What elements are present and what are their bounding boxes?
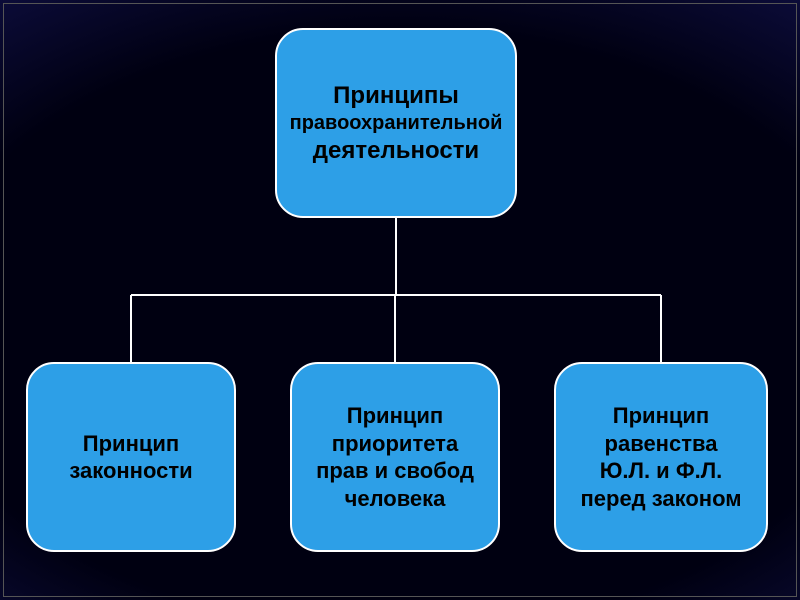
node-child3-line-0: Принцип [613, 402, 709, 430]
node-child2-line-3: человека [345, 485, 446, 513]
node-root-line-1: правоохранительной [290, 111, 503, 136]
node-child3: ПринциправенстваЮ.Л. и Ф.Л.перед законом [554, 362, 768, 552]
node-child2-line-0: Принцип [347, 402, 443, 430]
node-root-line-2: деятельности [313, 136, 479, 166]
node-child3-line-2: Ю.Л. и Ф.Л. [600, 457, 723, 485]
node-child3-line-1: равенства [605, 430, 718, 458]
node-root: Принципыправоохранительнойдеятельности [275, 28, 517, 218]
node-child1-line-0: Принцип [83, 430, 179, 458]
node-child1-line-1: законности [69, 457, 192, 485]
node-root-line-0: Принципы [333, 81, 459, 111]
node-child3-line-3: перед законом [580, 485, 741, 513]
node-child1: Принципзаконности [26, 362, 236, 552]
node-child2: Принципприоритетаправ и свободчеловека [290, 362, 500, 552]
node-child2-line-2: прав и свобод [316, 457, 474, 485]
node-child2-line-1: приоритета [332, 430, 458, 458]
